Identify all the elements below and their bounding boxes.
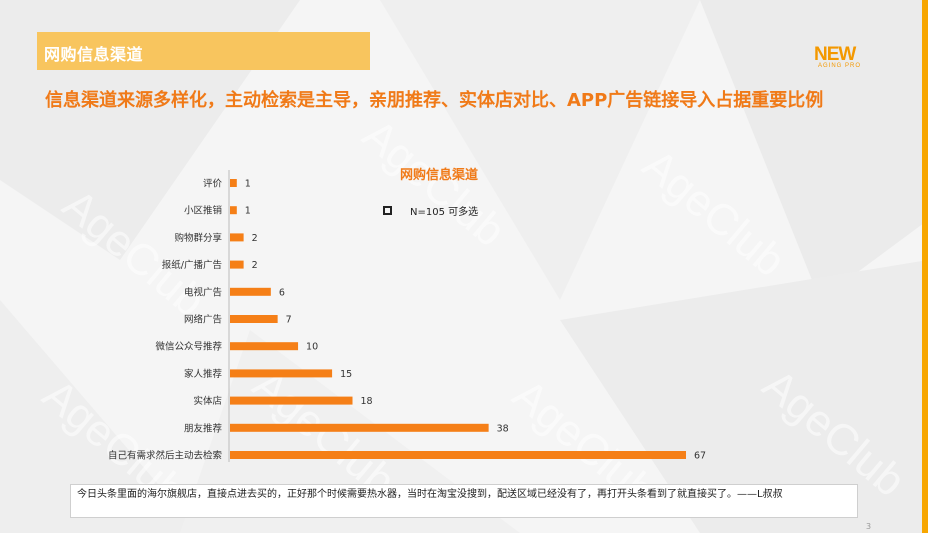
- category-label: 实体店: [193, 395, 222, 407]
- watermark-text: AgeClub: [54, 180, 215, 326]
- bar: [230, 396, 353, 405]
- title-bar: 网购信息渠道: [37, 32, 370, 70]
- data-label: 1: [245, 206, 251, 217]
- data-label: 10: [306, 342, 318, 353]
- data-label: 7: [286, 315, 292, 326]
- bar: [230, 369, 333, 378]
- watermark-text: AgeClub: [354, 110, 515, 256]
- category-label: 朋友推荐: [184, 422, 223, 434]
- page-number: 3: [866, 522, 872, 531]
- quote-text: 今日头条里面的海尔旗舰店，直接点进去买的，正好那个时候需要热水器，当时在淘宝没搜…: [77, 489, 783, 500]
- logo-text: NEW: [814, 44, 856, 65]
- chart-title: 网购信息渠道: [400, 167, 478, 183]
- quote-box: 今日头条里面的海尔旗舰店，直接点进去买的，正好那个时候需要热水器，当时在淘宝没搜…: [70, 484, 858, 518]
- bar: [230, 206, 237, 215]
- category-label: 网络广告: [184, 314, 222, 326]
- category-label: 微信公众号推荐: [155, 341, 222, 353]
- data-label: 67: [694, 451, 706, 462]
- bar: [230, 342, 299, 351]
- bar: [230, 179, 237, 187]
- data-label: 2: [252, 233, 258, 244]
- category-label: 购物群分享: [174, 232, 222, 244]
- bar: [230, 451, 686, 459]
- bar: [230, 287, 271, 296]
- bar: [230, 233, 244, 242]
- category-label: 评价: [203, 179, 223, 190]
- data-label: 15: [340, 369, 352, 380]
- data-label: 1: [245, 179, 251, 190]
- data-label: 18: [361, 396, 373, 407]
- right-accent-strip: [922, 0, 928, 533]
- legend-marker: [383, 206, 392, 215]
- headline: 信息渠道来源多样化，主动检索是主导，亲朋推荐、实体店对比、APP广告链接导入占据…: [45, 90, 824, 111]
- category-label: 自己有需求然后主动去检索: [108, 450, 222, 462]
- watermark-text: AgeClub: [634, 140, 795, 286]
- logo: NEW AGING PRO: [814, 44, 870, 74]
- page-title: 网购信息渠道: [44, 45, 144, 64]
- category-label: 小区推销: [184, 205, 223, 217]
- data-label: 38: [497, 423, 509, 434]
- bar: [230, 260, 244, 269]
- bar: [230, 423, 489, 432]
- data-label: 2: [252, 260, 258, 271]
- category-label: 电视广告: [184, 286, 222, 298]
- logo-subtext: AGING PRO: [818, 63, 862, 69]
- legend-text: N=105 可多选: [410, 205, 478, 218]
- data-label: 6: [279, 287, 285, 298]
- category-label: 报纸/广播广告: [162, 259, 222, 271]
- bar: [230, 315, 278, 323]
- category-label: 家人推荐: [184, 368, 223, 380]
- bars-group: 评价 1 小区推销 1 购物群分享 2 报纸/广播广告 2 电视广告 6 网络广告 7 微信公众号推荐 1…: [108, 179, 706, 462]
